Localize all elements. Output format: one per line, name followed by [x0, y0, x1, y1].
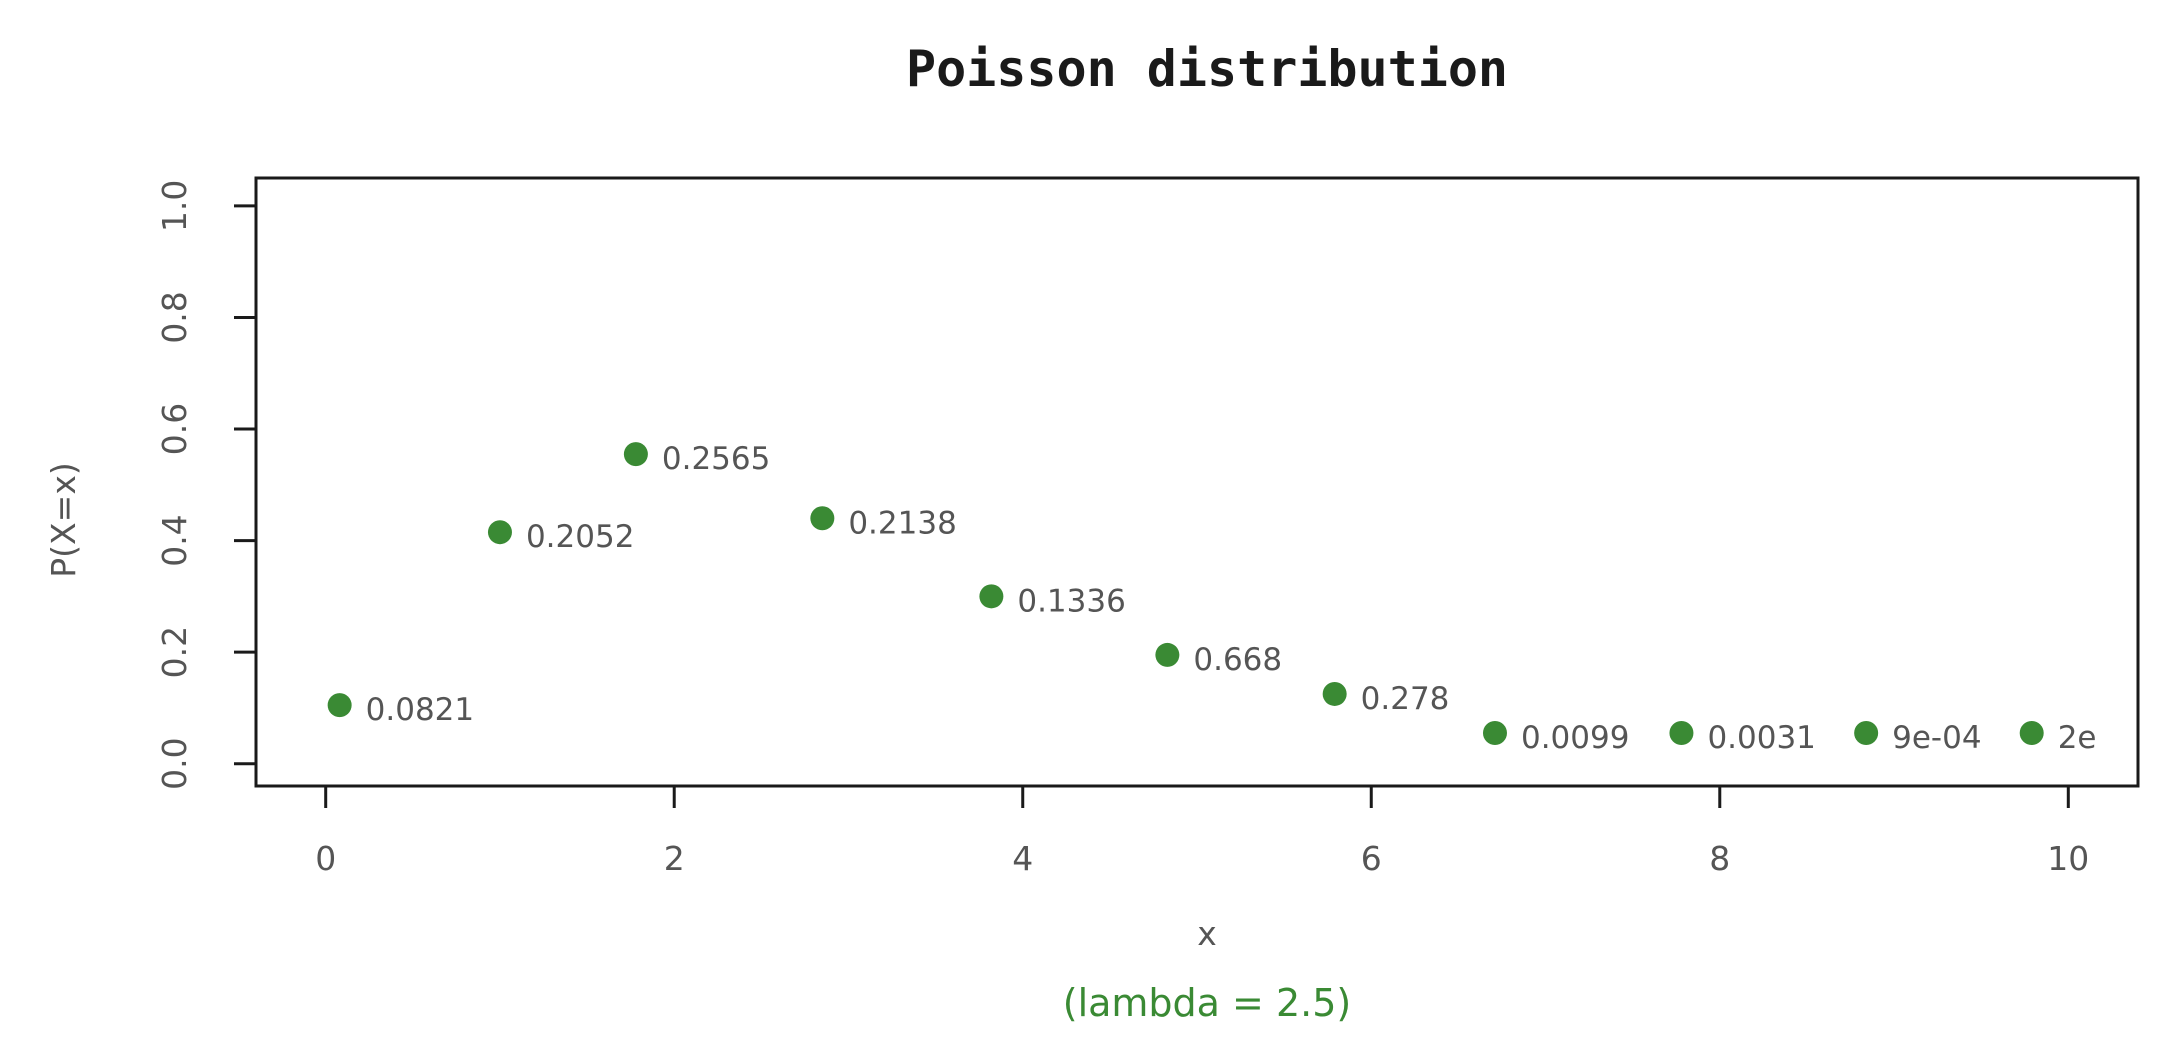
y-axis-label: P(X=x)	[44, 462, 83, 577]
data-label: 0.2565	[662, 441, 770, 477]
x-tick-label: 4	[1012, 839, 1033, 878]
data-point	[2019, 721, 2044, 746]
plot-frame	[254, 176, 2140, 788]
data-label: 0.2052	[526, 519, 634, 555]
data-point	[810, 506, 835, 531]
y-tick-label: 0.8	[155, 291, 194, 343]
x-axis: 0 2 4 6 8 10	[315, 786, 2089, 878]
data-points: 0.0821 0.2052 0.2565 0.2138 0.1336 0.668 0.278…	[327, 441, 2097, 756]
y-tick-label: 0.6	[155, 403, 194, 455]
data-point	[979, 584, 1004, 609]
data-label: 9e-04	[1892, 720, 1981, 756]
x-tick-label: 6	[1361, 839, 1382, 878]
data-label: 0.0099	[1521, 720, 1629, 756]
data-point	[1482, 721, 1507, 746]
data-label: 0.1336	[1017, 583, 1125, 619]
y-axis: 0.0 0.2 0.4 0.6 0.8 1.0	[155, 180, 256, 790]
data-point	[1669, 721, 1694, 746]
data-label: 0.278	[1361, 681, 1450, 717]
chart-title: Poisson distribution	[906, 40, 1508, 98]
data-point	[487, 520, 512, 545]
data-label: 0.0031	[1707, 720, 1815, 756]
x-axis-label: x	[1197, 914, 1217, 953]
y-tick-label: 0.0	[155, 737, 194, 789]
y-tick-label: 0.4	[155, 514, 194, 566]
data-label: 2e	[2058, 720, 2097, 756]
x-tick-label: 2	[664, 839, 685, 878]
x-tick-label: 10	[2047, 839, 2089, 878]
data-point	[1322, 681, 1347, 706]
data-point	[1155, 642, 1180, 667]
y-tick-label: 1.0	[155, 180, 194, 232]
data-label: 0.668	[1193, 642, 1282, 678]
y-tick-label: 0.2	[155, 626, 194, 678]
data-point	[327, 693, 352, 718]
x-tick-label: 0	[315, 839, 336, 878]
x-tick-label: 8	[1709, 839, 1730, 878]
data-label: 0.2138	[848, 505, 956, 541]
data-label: 0.0821	[366, 692, 474, 728]
chart-subtitle: (lambda = 2.5)	[1063, 981, 1351, 1025]
data-point	[623, 442, 648, 467]
data-point	[1854, 721, 1879, 746]
